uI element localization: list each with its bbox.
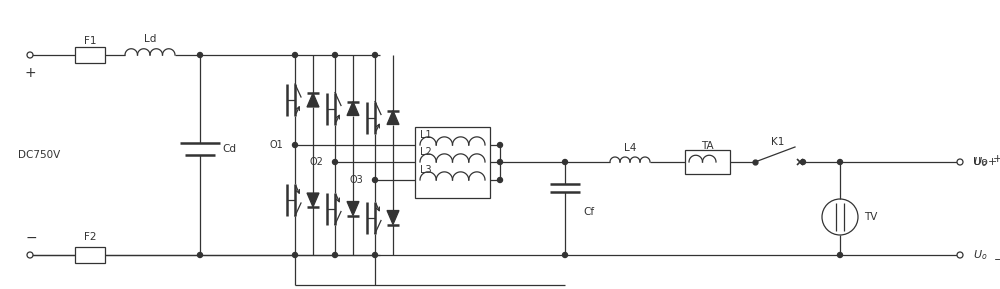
Circle shape (332, 53, 338, 58)
Text: F2: F2 (84, 232, 96, 242)
Circle shape (292, 53, 298, 58)
Text: $-$: $-$ (993, 253, 1000, 263)
Text: K1: K1 (771, 137, 784, 147)
Circle shape (498, 177, 503, 182)
Text: F1: F1 (84, 36, 96, 46)
Circle shape (372, 53, 378, 58)
Bar (75, 247, 105, 263)
Circle shape (27, 52, 33, 58)
Text: DC750V: DC750V (18, 150, 60, 160)
Text: O1: O1 (269, 140, 283, 150)
Circle shape (957, 252, 963, 258)
Text: L1: L1 (420, 130, 432, 140)
Circle shape (198, 53, 202, 58)
Polygon shape (307, 193, 319, 207)
Circle shape (957, 159, 963, 165)
Text: Cf: Cf (583, 207, 594, 217)
Circle shape (562, 253, 568, 257)
Circle shape (372, 253, 378, 257)
Text: $U_o$: $U_o$ (973, 155, 988, 169)
Text: +: + (25, 66, 37, 80)
Polygon shape (387, 210, 399, 225)
Circle shape (332, 160, 338, 164)
Circle shape (498, 160, 503, 164)
Text: TA: TA (701, 141, 714, 151)
Circle shape (27, 252, 33, 258)
Circle shape (562, 160, 568, 164)
Polygon shape (347, 201, 359, 216)
Text: +: + (993, 154, 1000, 164)
Text: $U_o$: $U_o$ (973, 248, 988, 262)
Circle shape (800, 160, 806, 164)
Circle shape (332, 253, 338, 257)
Text: O2: O2 (309, 157, 323, 167)
Text: Cd: Cd (222, 144, 236, 154)
Text: L4: L4 (624, 143, 636, 153)
Polygon shape (307, 93, 319, 107)
Bar (685, 150, 730, 174)
Polygon shape (387, 110, 399, 125)
Text: L3: L3 (420, 165, 432, 175)
Text: L2: L2 (420, 147, 432, 157)
Polygon shape (347, 101, 359, 116)
Circle shape (372, 177, 378, 182)
Text: Ld: Ld (144, 34, 156, 44)
Circle shape (292, 253, 298, 257)
Bar (415, 127, 490, 198)
Circle shape (292, 142, 298, 147)
Circle shape (838, 253, 842, 257)
Circle shape (838, 160, 842, 164)
Text: TV: TV (864, 212, 877, 222)
Circle shape (498, 142, 503, 147)
Text: O3: O3 (349, 175, 363, 185)
Circle shape (198, 253, 202, 257)
Bar (75, 47, 105, 63)
Text: $-$: $-$ (25, 230, 37, 244)
Text: Uo+: Uo+ (973, 157, 997, 167)
